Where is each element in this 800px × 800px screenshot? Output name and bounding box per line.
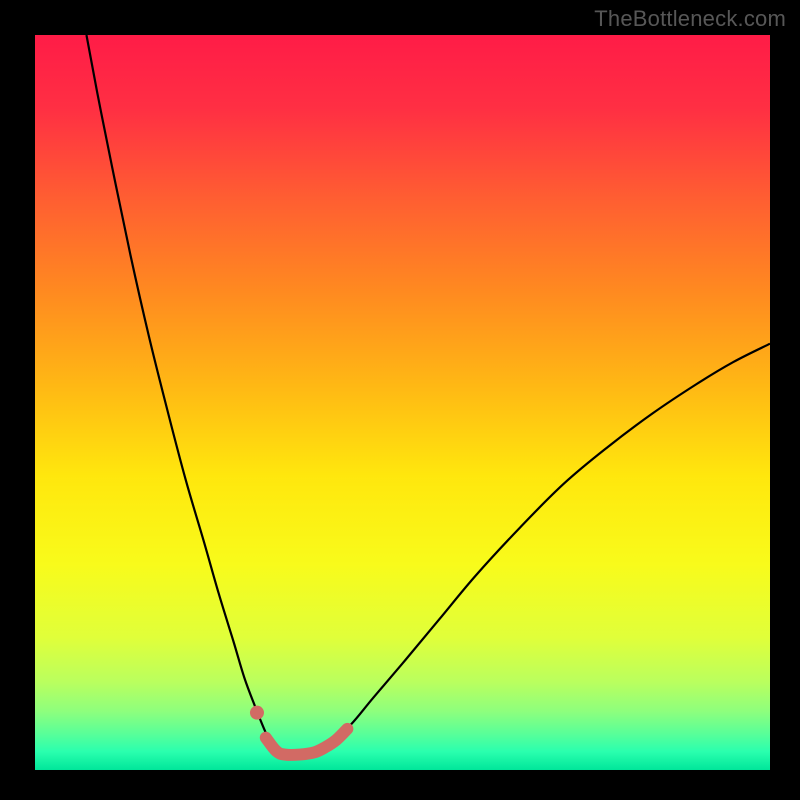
optimal-range-start-marker	[250, 706, 264, 720]
chart-stage: TheBottleneck.com	[0, 0, 800, 800]
watermark-text: TheBottleneck.com	[594, 6, 786, 32]
bottleneck-curve-chart	[0, 0, 800, 800]
plot-background	[35, 35, 770, 770]
